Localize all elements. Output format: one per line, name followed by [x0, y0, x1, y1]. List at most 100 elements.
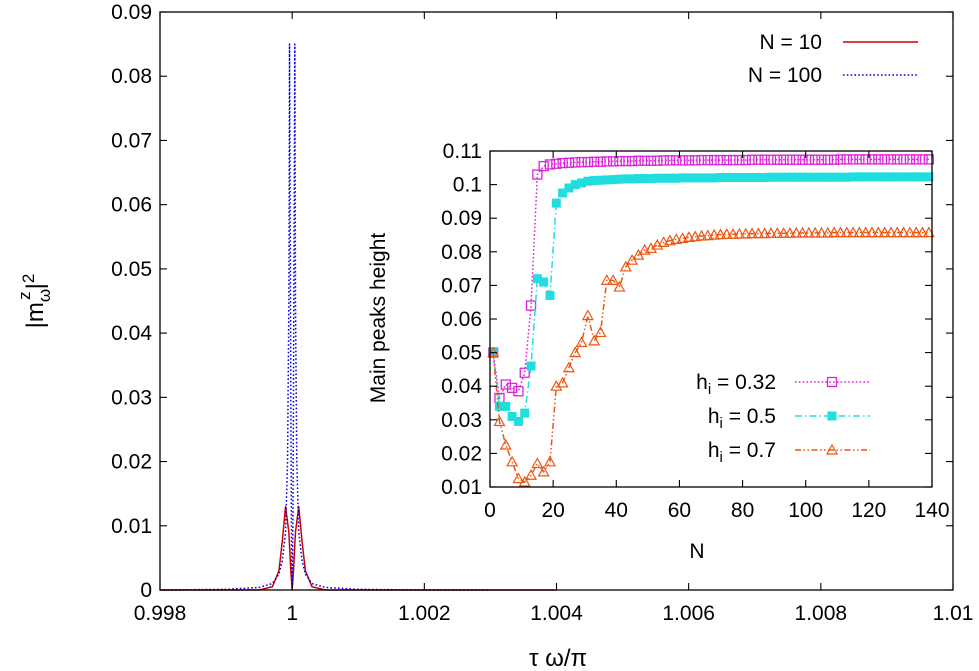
x-tick-label: 1.002: [398, 602, 451, 625]
data-point: [545, 290, 555, 300]
data-point: [494, 401, 504, 411]
data-point: [594, 326, 607, 338]
data-point: [690, 155, 701, 166]
data-point: [543, 455, 557, 467]
data-point: [771, 227, 784, 238]
data-point: [683, 155, 695, 166]
data-point: [752, 227, 765, 239]
data-point: [860, 154, 871, 165]
data-point: [701, 229, 714, 241]
data-point: [537, 465, 550, 477]
data-point: [633, 174, 643, 184]
data-point: [501, 401, 511, 411]
data-point: [904, 154, 916, 165]
data-point: [898, 154, 909, 165]
inset-series-layer: [487, 154, 935, 487]
x-tick-label: 80: [731, 499, 754, 522]
data-point: [746, 227, 759, 239]
data-point: [526, 361, 536, 371]
data-point: [728, 173, 738, 183]
data-point: [708, 228, 721, 240]
data-point: [791, 172, 801, 182]
data-point: [866, 154, 878, 165]
data-point: [589, 176, 599, 186]
data-point: [652, 155, 663, 166]
data-point: [835, 172, 845, 182]
data-point: [582, 156, 594, 168]
y-tick-label: 0.03: [441, 409, 482, 432]
data-point: [588, 334, 601, 346]
data-point: [885, 154, 897, 165]
data-point: [791, 154, 802, 165]
y-tick-label: 0.01: [111, 515, 152, 538]
y-tick-label: 0.05: [111, 258, 152, 281]
legend-label-3: hi = 0.7: [708, 439, 776, 466]
data-point: [658, 155, 669, 166]
data-point: [581, 309, 594, 321]
data-point: [709, 173, 719, 183]
x-tick-label: 0.998: [134, 602, 187, 625]
data-point: [821, 226, 834, 238]
data-point: [671, 173, 681, 183]
data-point: [513, 416, 523, 426]
data-point: [905, 172, 915, 182]
series-line-1: [160, 505, 557, 591]
inset-x-axis-label: N: [689, 540, 704, 563]
data-point: [891, 226, 904, 238]
data-point: [682, 231, 695, 242]
y-label-base: |m: [22, 302, 49, 328]
y-tick-label: 0: [140, 579, 152, 602]
data-point: [652, 173, 662, 183]
data-point: [493, 415, 506, 427]
x-tick-label: 1.004: [530, 602, 583, 625]
x-tick-label: 20: [541, 499, 564, 522]
data-point: [556, 376, 569, 388]
y-label-sup: z: [15, 291, 34, 300]
data-point: [595, 156, 606, 167]
y-tick-label: 0.08: [441, 241, 482, 264]
data-point: [854, 154, 865, 165]
data-point: [803, 154, 815, 165]
data-point: [766, 172, 776, 182]
data-point: [520, 408, 530, 418]
y-tick-label: 0.09: [441, 207, 482, 230]
y-label-power: 2: [19, 274, 38, 283]
data-point: [500, 379, 511, 390]
data-point: [853, 226, 866, 238]
data-point: [626, 155, 638, 167]
data-point: [867, 172, 877, 182]
y-tick-label: 0.11: [443, 140, 482, 163]
data-point: [577, 178, 587, 188]
x-tick-label: 40: [605, 499, 628, 522]
data-point: [847, 154, 859, 165]
data-point: [764, 227, 778, 238]
data-point: [601, 156, 612, 167]
data-point: [506, 455, 519, 467]
x-tick-label: 120: [851, 499, 886, 522]
data-point: [703, 173, 713, 183]
data-point: [512, 472, 525, 484]
main-x-axis-label: τ ω/π: [529, 645, 587, 671]
data-point: [676, 232, 689, 243]
data-point: [892, 172, 902, 182]
data-point: [678, 173, 688, 183]
data-point: [551, 158, 562, 169]
legend-marker: [827, 411, 837, 421]
data-point: [621, 174, 631, 184]
data-point: [753, 154, 764, 165]
data-point: [709, 154, 720, 166]
data-point: [544, 159, 556, 170]
data-point: [848, 172, 858, 182]
y-tick-label: 0.06: [111, 194, 152, 217]
data-point: [671, 155, 682, 166]
y-tick-label: 0.1: [453, 174, 482, 197]
data-point: [596, 175, 605, 185]
data-point: [677, 155, 688, 166]
data-point: [847, 226, 860, 238]
data-point: [828, 154, 840, 165]
data-point: [532, 169, 543, 180]
main-y-axis: 00.010.020.030.040.050.060.070.080.09: [111, 1, 953, 602]
x-tick-label: 1.008: [795, 602, 848, 625]
data-point: [633, 155, 644, 166]
